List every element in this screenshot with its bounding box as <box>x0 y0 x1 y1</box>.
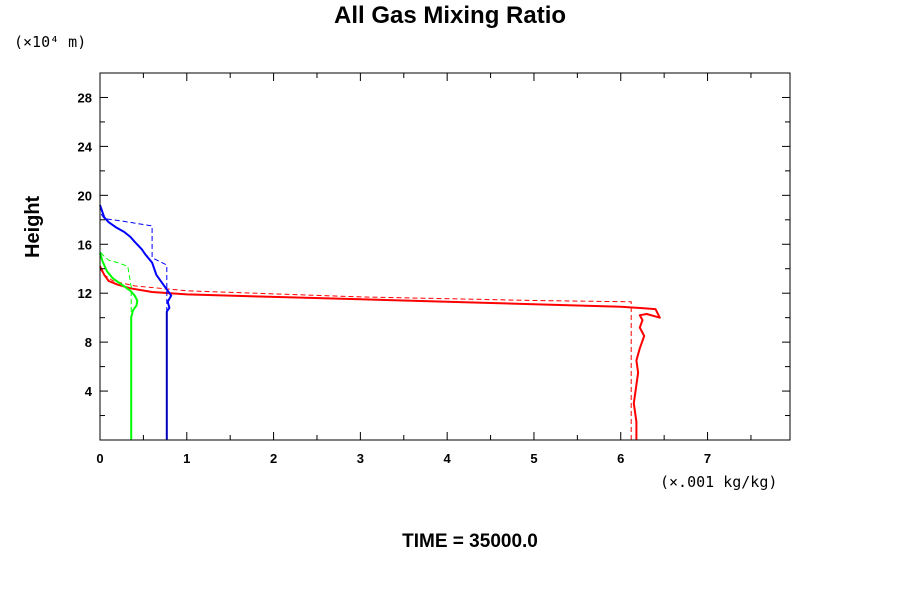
series-layer <box>99 73 661 440</box>
series-line-4 <box>99 212 168 440</box>
x-tick-label: 7 <box>704 451 711 466</box>
series-line-6 <box>99 252 139 440</box>
y-tick-label: 12 <box>78 286 92 301</box>
series-line-7 <box>99 251 132 440</box>
x-tick-label: 0 <box>96 451 103 466</box>
x-tick-label: 1 <box>183 451 190 466</box>
y-tick-label: 24 <box>78 139 93 154</box>
x-tick-label: 3 <box>357 451 364 466</box>
y-tick-label: 28 <box>78 90 92 105</box>
y-tick-label: 20 <box>78 188 92 203</box>
series-line-3 <box>99 204 173 440</box>
x-tick-label: 2 <box>270 451 277 466</box>
x-tick-label: 5 <box>530 451 537 466</box>
y-tick-label: 4 <box>85 384 93 399</box>
x-scale-label: (×.001 kg/kg) <box>660 473 778 491</box>
x-tick-label: 6 <box>617 451 624 466</box>
y-tick-label: 8 <box>85 335 92 350</box>
y-tick-label: 16 <box>78 237 92 252</box>
plot-frame <box>99 72 791 441</box>
x-tick-label: 4 <box>444 451 452 466</box>
series-line-1 <box>99 265 661 440</box>
y-scale-label: (×10⁴ m) <box>14 33 87 51</box>
time-label: TIME = 35000.0 <box>402 531 538 552</box>
chart-title: All Gas Mixing Ratio <box>333 2 567 29</box>
